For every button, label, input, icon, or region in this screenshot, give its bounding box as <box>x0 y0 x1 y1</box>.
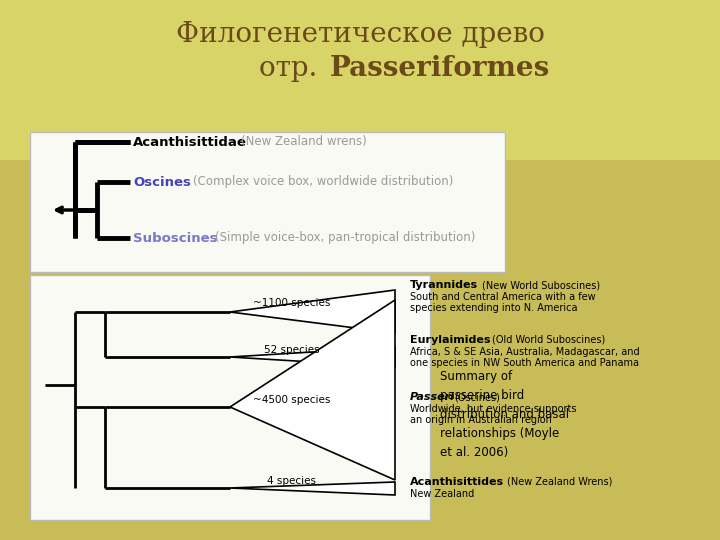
Text: New Zealand: New Zealand <box>410 489 474 499</box>
Text: (New Zealand Wrens): (New Zealand Wrens) <box>507 477 613 487</box>
Polygon shape <box>230 482 395 495</box>
Text: отр.: отр. <box>258 55 326 82</box>
Text: Acanthisittidae: Acanthisittidae <box>133 136 247 148</box>
Polygon shape <box>230 290 395 333</box>
Text: South and Central America with a few: South and Central America with a few <box>410 292 595 302</box>
Polygon shape <box>230 347 395 367</box>
Text: Suboscines: Suboscines <box>133 232 217 245</box>
Text: Oscines: Oscines <box>133 176 191 188</box>
Text: (New Zealand wrens): (New Zealand wrens) <box>241 136 366 148</box>
Text: Eurylaimides: Eurylaimides <box>410 335 490 345</box>
Text: (Old World Suboscines): (Old World Suboscines) <box>492 335 606 345</box>
Text: Филогенетическое древо: Филогенетическое древо <box>176 22 544 49</box>
Bar <box>30 275 430 520</box>
Polygon shape <box>230 300 395 480</box>
Text: (New World Suboscines): (New World Suboscines) <box>482 280 600 290</box>
Text: an origin in Australian region: an origin in Australian region <box>410 415 552 425</box>
Text: ~4500 species: ~4500 species <box>253 395 330 405</box>
Text: one species in NW South America and Panama: one species in NW South America and Pana… <box>410 358 639 368</box>
Text: (Oscines): (Oscines) <box>454 392 500 402</box>
Text: Tyrannides: Tyrannides <box>410 280 478 290</box>
Text: species extending into N. America: species extending into N. America <box>410 303 577 313</box>
Text: 52 species: 52 species <box>264 345 320 355</box>
Text: ~1100 species: ~1100 species <box>253 298 330 308</box>
Text: (Complex voice box, worldwide distribution): (Complex voice box, worldwide distributi… <box>193 176 454 188</box>
Bar <box>30 132 505 272</box>
Text: Worldwide, but evidence supports: Worldwide, but evidence supports <box>410 404 577 414</box>
Text: Passeri: Passeri <box>410 392 455 402</box>
Text: Acanthisittides: Acanthisittides <box>410 477 504 487</box>
Text: 4 species: 4 species <box>267 476 316 486</box>
Text: Summary of
passerine bird
distribution and basal
relationships (Moyle
et al. 200: Summary of passerine bird distribution a… <box>440 370 569 459</box>
Text: Africa, S & SE Asia, Australia, Madagascar, and: Africa, S & SE Asia, Australia, Madagasc… <box>410 347 639 357</box>
Text: (Simple voice-box, pan-tropical distribution): (Simple voice-box, pan-tropical distribu… <box>215 232 475 245</box>
Bar <box>0 0 720 160</box>
Text: Passeriformes: Passeriformes <box>330 55 550 82</box>
